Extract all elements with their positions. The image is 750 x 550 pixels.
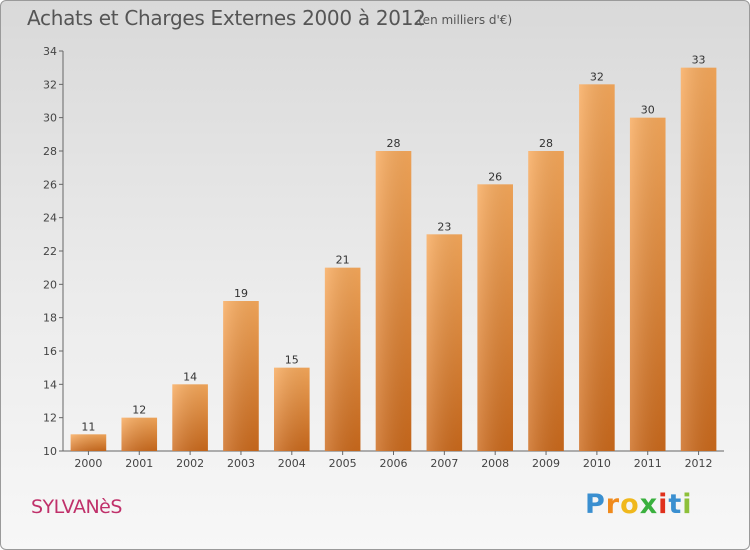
bar-shade-2010 (579, 84, 615, 451)
x-axis: 2000 2001 2002 2003 2004 2005 2006 2007 2008 2009… (63, 450, 724, 470)
data-label-2010: 32 (590, 70, 604, 83)
data-label-2009: 28 (539, 137, 553, 150)
data-label-2012: 33 (692, 54, 706, 67)
x-tick-label-2003: 2003 (227, 457, 255, 470)
data-label-2000: 11 (81, 420, 95, 433)
data-label-2006: 28 (387, 137, 401, 150)
x-tick-label-2006: 2006 (380, 457, 408, 470)
y-tick-label: 30 (43, 112, 57, 125)
bar-shade-2004 (274, 367, 310, 451)
x-tick-label-2001: 2001 (125, 457, 153, 470)
x-tick-label-2007: 2007 (430, 457, 458, 470)
x-tick-label-2002: 2002 (176, 457, 204, 470)
y-tick-label: 18 (43, 312, 57, 325)
x-tick-label-2005: 2005 (329, 457, 357, 470)
chart-title: Achats et Charges Externes 2000 à 2012 (27, 6, 426, 30)
data-label-2003: 19 (234, 287, 248, 300)
bar-shade-2007 (426, 234, 463, 451)
bar-shade-2002 (172, 384, 208, 451)
data-label-2001: 12 (132, 404, 146, 417)
bar-shade-2011 (629, 117, 666, 452)
bar-shade-2001 (121, 417, 158, 451)
data-label-2002: 14 (183, 370, 197, 383)
y-tick-label: 16 (43, 345, 57, 358)
x-tick-label-2004: 2004 (278, 457, 306, 470)
x-tick-label-2011: 2011 (634, 457, 662, 470)
y-tick-label: 22 (43, 245, 57, 258)
data-label-2005: 21 (336, 254, 350, 267)
y-tick-label: 32 (43, 78, 57, 91)
data-label-2007: 23 (437, 220, 451, 233)
bar-shade-2000 (70, 434, 107, 451)
y-tick-label: 24 (43, 212, 57, 225)
x-tick-label-2009: 2009 (532, 457, 560, 470)
bar-shade-2006 (375, 151, 412, 451)
y-axis: 10 12 14 16 18 20 22 24 26 28 30 32 34 (43, 45, 64, 458)
y-tick-label: 28 (43, 145, 57, 158)
x-tick-label-2012: 2012 (685, 457, 713, 470)
x-tick-label-2010: 2010 (583, 457, 611, 470)
data-label-2011: 30 (641, 104, 655, 117)
bar-shade-2003 (223, 301, 259, 451)
y-tick-label: 14 (43, 378, 57, 391)
y-tick-label: 12 (43, 412, 57, 425)
x-tick-label-2008: 2008 (481, 457, 509, 470)
proxiti-logo: Proxiti (585, 489, 693, 520)
y-tick-label: 34 (43, 45, 57, 58)
y-tick-label: 26 (43, 178, 57, 191)
place-name: SYLVANèS (31, 496, 122, 518)
bar-shade-2009 (528, 151, 564, 451)
bars (70, 67, 717, 452)
bar-shade-2012 (680, 67, 717, 452)
y-tick-label: 10 (43, 445, 57, 458)
bar-shade-2008 (477, 184, 513, 452)
data-label-2004: 15 (285, 354, 299, 367)
data-labels: 11 12 14 19 15 21 28 23 26 28 32 30 33 (81, 54, 705, 434)
data-label-2008: 26 (488, 170, 502, 183)
bar-shade-2005 (324, 267, 361, 451)
chart-subtitle: (en milliers d'€) (418, 13, 513, 27)
y-tick-label: 20 (43, 278, 57, 291)
x-tick-label-2000: 2000 (74, 457, 102, 470)
